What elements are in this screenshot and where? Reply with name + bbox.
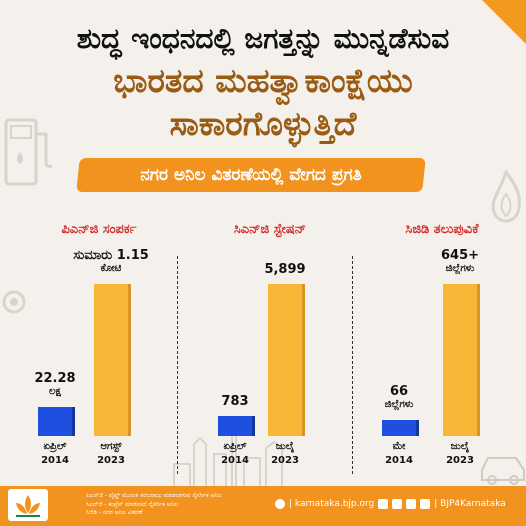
x-tick-month: ಜುಲೈ [275,441,295,452]
x-tick-year: 2023 [271,455,299,466]
x-tick-month: ಆಗಸ್ಟ್ [100,441,122,452]
section-divider [352,256,353,474]
instagram-icon[interactable] [420,499,431,509]
bar-cng-2023 [268,284,302,436]
data-label-value: ಸುಮಾರು 1.15 [73,248,149,263]
data-label-unit: ಜಿಲ್ಲೆಗಳು [384,399,414,411]
x-icon[interactable] [392,499,403,509]
data-label-value: 5,899 [264,262,306,277]
lotus-icon [16,495,40,517]
data-label-unit: ಜಿಲ್ಲೆಗಳು [445,263,475,274]
data-label-png-2023: ಸುಮಾರು 1.15 ಕೋಟಿ [73,248,149,274]
x-tick-year: 2014 [41,455,69,466]
headline-line-3: ಸಾಕಾರಗೊಳ್ಳುತ್ತಿದೆ [169,104,357,143]
footnote-png: ಪಿಎನ್‌ಜಿ - ಪೈಪ್ಡ್ ಮೂಲಕ ಸರಬರಾಜು ಮಾಡಲಾಗುವ … [86,492,222,499]
bar-png-2023 [94,284,128,436]
bar-cng-2014 [218,415,252,436]
footer-notes: ಪಿಎನ್‌ಜಿ - ಪೈಪ್ಡ್ ಮೂಲಕ ಸರಬರಾಜು ಮಾಡಲಾಗುವ … [86,492,222,518]
globe-icon [275,499,285,509]
data-label-png-2014: 22.28 ಲಕ್ಷ [17,371,93,397]
chart-title-cgd: ಸಿಜಿಡಿ ತಲುಪುವಿಕೆ [405,222,479,237]
gas-burner-icon [2,290,26,314]
x-tick-year: 2023 [97,455,125,466]
chart-title-cng: ಸಿಎನ್‌ಜಿ ಸ್ಟೇಷನ್ [233,222,307,237]
headline-line-1: ಶುದ್ಧ ಇಂಧನದಲ್ಲಿ ಜಗತ್ತನ್ನು ಮುನ್ನಡೆಸುವ [76,22,450,55]
x-label-cgd-2014: ಮೇ 2014 [369,440,429,468]
fuel-pump-icon [4,118,53,186]
data-label-cgd-2023: 645+ ಜಿಲ್ಲೆಗಳು [422,248,498,274]
x-tick-month: ಏಪ್ರಿಲ್ [43,441,67,452]
data-label-cng-2014: 783 [197,394,273,409]
x-tick-month: ಜುಲೈ [450,441,470,452]
corner-accent [482,0,526,44]
footnote-cgd: ಸಿಜಿಡಿ - ನಗರ ಅನಿಲ ವಿತರಣೆ [86,509,143,516]
website-link[interactable]: | karnataka.bjp.org [289,499,375,509]
data-label-value: 783 [221,393,249,409]
data-label-value: 22.28 [34,370,76,386]
bar-cgd-2023 [443,284,477,436]
x-tick-month: ಮೇ [392,441,406,452]
subtitle-text: ನಗರ ಅನಿಲ ವಿತರಣೆಯಲ್ಲಿ ವೇಗದ ಪ್ರಗತಿ [140,165,362,185]
data-label-value: 66 [389,384,409,400]
data-label-unit: ಕೋಟಿ [100,263,122,274]
data-label-value: 645+ [440,248,480,263]
bar-png-2014 [38,406,72,436]
bar-cgd-2014 [382,420,416,436]
x-tick-month: ಏಪ್ರಿಲ್ [223,441,247,452]
footnote-cng: ಸಿಎನ್‌ಜಿ - ಕಂಪ್ರೆಸ್ ಮಾಡಲಾದ ನೈಸರ್ಗಿಕ ಅನಿಲ [86,500,179,508]
data-label-unit: ಲಕ್ಷ [49,385,61,397]
flame-icon [491,168,521,223]
x-tick-year: 2014 [385,455,413,466]
car-icon [481,457,525,485]
threads-icon[interactable] [406,499,417,509]
section-divider [177,256,178,474]
x-tick-year: 2014 [221,455,249,466]
x-label-png-2023: ಆಗಸ್ಟ್ 2023 [81,440,141,468]
chart-title-png: ಪಿಎನ್‌ಜಿ ಸಂಪರ್ಕ [61,222,137,237]
subtitle-banner: ನಗರ ಅನಿಲ ವಿತರಣೆಯಲ್ಲಿ ವೇಗದ ಪ್ರಗತಿ [76,158,426,192]
x-label-cng-2023: ಜುಲೈ 2023 [255,440,315,468]
party-logo [8,489,48,521]
facebook-icon[interactable] [378,499,389,509]
headline-line-2: ಭಾರತದ ಮಹತ್ವಾಕಾಂಕ್ಷೆಯು [113,61,413,100]
x-label-png-2014: ಏಪ್ರಿಲ್ 2014 [25,440,85,468]
footer-bar [0,486,526,526]
footer-links: | karnataka.bjp.org | BJP4Karnataka [275,499,506,509]
data-label-cgd-2014: 66 ಜಿಲ್ಲೆಗಳು [361,384,437,410]
data-label-cng-2023: 5,899 [247,262,323,277]
x-tick-year: 2023 [446,455,474,466]
x-label-cng-2014: ಏಪ್ರಿಲ್ 2014 [205,440,265,468]
social-handle[interactable]: | BJP4Karnataka [434,499,506,509]
x-label-cgd-2023: ಜುಲೈ 2023 [430,440,490,468]
